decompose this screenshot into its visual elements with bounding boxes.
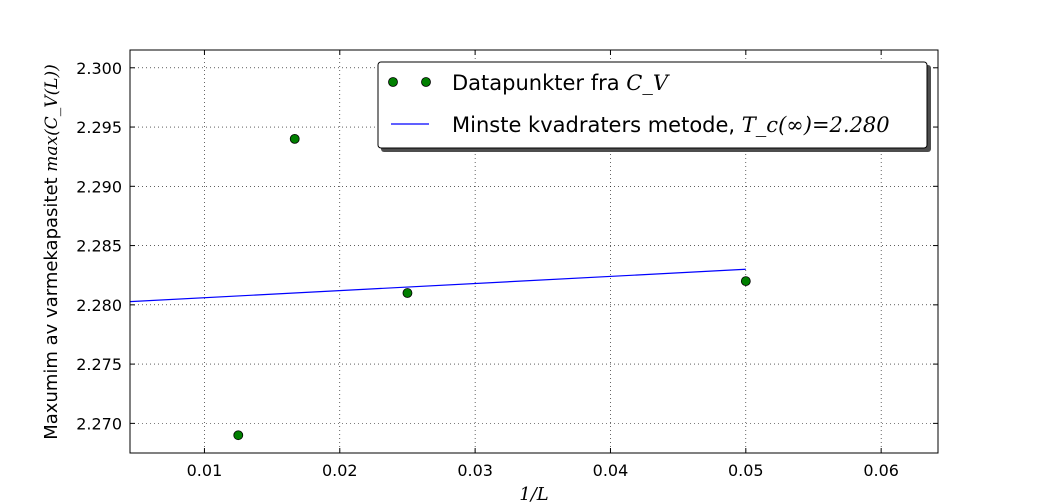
y-axis-label-text: Maxumim av varmekapasitet — [41, 172, 62, 440]
legend-marker-point-2 — [421, 77, 431, 87]
legend-entry-fit: Minste kvadraters metode, T_c(∞)=2.280 — [452, 113, 890, 137]
y-axis-label: Maxumim av varmekapasitet max(C_V(L)) — [41, 64, 62, 440]
y-tick-label: 2.275 — [76, 355, 122, 374]
y-tick-labels: 2.270 2.275 2.280 2.285 2.290 2.295 2.300 — [76, 59, 122, 434]
y-tick-label: 2.290 — [76, 177, 122, 196]
legend-entry-datapoints-math: C_V — [626, 71, 670, 95]
x-tick-label: 0.03 — [457, 461, 493, 480]
fit-line-layer — [129, 268, 746, 303]
legend-entry-datapoints-text: Datapunkter fra — [452, 71, 626, 95]
x-axis-label-text: 1/L — [519, 484, 548, 503]
x-tick-label: 0.02 — [322, 461, 358, 480]
data-point — [740, 276, 751, 287]
y-tick-label: 2.300 — [76, 59, 122, 78]
legend-entry-datapoints: Datapunkter fra C_V — [452, 71, 670, 95]
x-tick-label: 0.04 — [593, 461, 629, 480]
x-tick-label: 0.01 — [187, 461, 223, 480]
y-tick-label: 2.295 — [76, 118, 122, 137]
data-point — [289, 133, 300, 144]
fit-line — [129, 268, 746, 303]
x-axis-label: 1/L — [519, 484, 548, 503]
data-point — [233, 430, 244, 441]
y-tick-label: 2.270 — [76, 414, 122, 433]
y-tick-label: 2.285 — [76, 237, 122, 256]
y-axis-label-math: max(C_V(L)) — [42, 64, 62, 171]
ticks — [130, 50, 938, 453]
points-layer — [233, 133, 751, 441]
plot-frame — [129, 49, 939, 454]
legend-box — [377, 61, 928, 149]
legend-entry-fit-math: T_c(∞)=2.280 — [742, 113, 890, 137]
legend: Datapunkter fra C_V Minste kvadraters me… — [377, 61, 931, 152]
y-tick-label: 2.280 — [76, 296, 122, 315]
x-tick-label: 0.05 — [728, 461, 764, 480]
x-tick-label: 0.06 — [863, 461, 899, 480]
legend-marker-point-1 — [388, 77, 398, 87]
legend-entry-fit-text: Minste kvadraters metode, — [452, 113, 742, 137]
x-tick-labels: 0.01 0.02 0.03 0.04 0.05 0.06 — [187, 461, 899, 480]
data-point — [402, 288, 413, 298]
